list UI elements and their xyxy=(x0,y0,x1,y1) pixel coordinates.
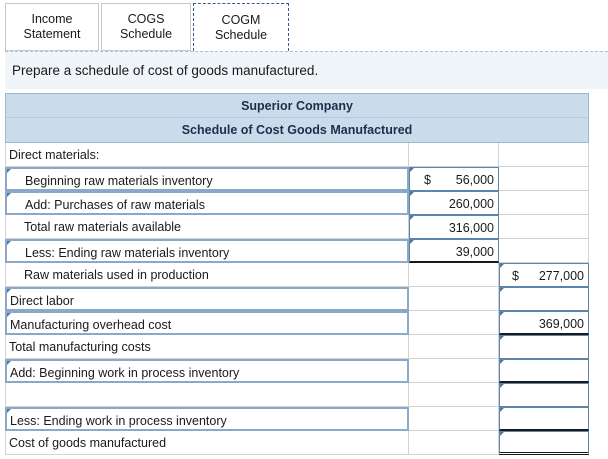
amount-input[interactable] xyxy=(499,359,589,383)
empty-cell xyxy=(409,311,499,335)
table-row: Raw materials used in production $277,00… xyxy=(5,263,589,287)
amount-value: 39,000 xyxy=(455,245,494,259)
empty-cell xyxy=(5,383,409,407)
empty-cell xyxy=(499,167,589,191)
row-label: Manufacturing overhead cost xyxy=(10,318,172,332)
input-marker xyxy=(500,264,504,268)
amount-value: 369,000 xyxy=(538,317,584,331)
amount-input[interactable] xyxy=(499,335,589,359)
cogm-schedule-table: Superior Company Schedule of Cost Goods … xyxy=(5,93,589,455)
table-row: Total manufacturing costs xyxy=(5,335,589,359)
row-label-input[interactable]: Add: Beginning work in process inventory xyxy=(5,359,409,383)
input-marker xyxy=(410,240,414,244)
row-label: Add: Beginning work in process inventory xyxy=(10,366,240,380)
input-marker xyxy=(7,193,11,197)
row-label-input[interactable]: Manufacturing overhead cost xyxy=(5,311,409,335)
row-label-input[interactable]: Less: Ending work in process inventory xyxy=(5,407,409,431)
amount-input[interactable]: 316,000 xyxy=(409,215,499,239)
amount-value: 260,000 xyxy=(448,197,494,211)
row-label: Less: Ending work in process inventory xyxy=(10,414,227,428)
row-label-input[interactable]: Add: Purchases of raw materials xyxy=(5,191,409,215)
input-marker xyxy=(500,408,504,412)
schedule-header: Superior Company Schedule of Cost Goods … xyxy=(5,93,589,143)
table-row: Less: Ending work in process inventory xyxy=(5,407,589,431)
input-marker xyxy=(7,241,11,245)
amount-value: 316,000 xyxy=(448,221,494,235)
row-label: Less: Ending raw materials inventory xyxy=(25,246,230,260)
amount-input[interactable] xyxy=(499,431,589,455)
row-label: Raw materials used in production xyxy=(5,263,409,287)
input-marker xyxy=(7,361,11,365)
row-label: Beginning raw materials inventory xyxy=(25,174,213,188)
row-label-input[interactable]: Less: Ending raw materials inventory xyxy=(5,239,409,263)
table-row: Manufacturing overhead cost 369,000 xyxy=(5,311,589,335)
company-name: Superior Company xyxy=(6,94,588,118)
empty-cell xyxy=(409,431,499,455)
empty-cell xyxy=(409,383,499,407)
tab-cogs-schedule[interactable]: COGS Schedule xyxy=(101,3,191,51)
amount-input[interactable]: 369,000 xyxy=(499,311,589,335)
tab-income-statement[interactable]: Income Statement xyxy=(5,3,99,51)
currency-symbol: $ xyxy=(512,269,519,283)
empty-cell xyxy=(409,143,499,167)
amount-input[interactable] xyxy=(499,383,589,407)
amount-value: 56,000 xyxy=(455,173,494,187)
table-row: Total raw materials available 316,000 xyxy=(5,215,589,239)
tab-label: COGS Schedule xyxy=(119,12,173,41)
table-row: Add: Beginning work in process inventory xyxy=(5,359,589,383)
amount-input[interactable]: $277,000 xyxy=(499,263,589,287)
empty-cell xyxy=(499,239,589,263)
schedule-title: Schedule of Cost Goods Manufactured xyxy=(181,123,413,137)
input-marker xyxy=(7,409,11,413)
input-marker xyxy=(500,432,504,436)
tab-label: COGM Schedule xyxy=(214,12,268,42)
input-marker xyxy=(7,289,11,293)
row-label: Total raw materials available xyxy=(5,215,409,239)
table-row: Direct labor xyxy=(5,287,589,311)
currency-symbol: $ xyxy=(424,173,431,187)
row-label: Cost of goods manufactured xyxy=(5,431,409,455)
input-marker xyxy=(410,216,414,220)
row-label: Total manufacturing costs xyxy=(5,335,409,359)
empty-cell xyxy=(499,143,589,167)
row-label: Direct materials: xyxy=(5,143,409,167)
amount-input[interactable] xyxy=(499,287,589,311)
tab-cogm-schedule[interactable]: COGM Schedule xyxy=(193,3,289,51)
empty-cell xyxy=(409,335,499,359)
empty-cell xyxy=(409,359,499,383)
input-marker xyxy=(500,360,504,364)
input-marker xyxy=(500,288,504,292)
row-label-input[interactable]: Beginning raw materials inventory xyxy=(5,167,409,191)
row-label-input[interactable]: Direct labor xyxy=(5,287,409,311)
table-row: Less: Ending raw materials inventory 39,… xyxy=(5,239,589,263)
row-label: Direct labor xyxy=(10,294,74,308)
table-row: Direct materials: xyxy=(5,143,589,167)
amount-value: 277,000 xyxy=(538,269,584,283)
amount-input[interactable] xyxy=(499,407,589,431)
empty-cell xyxy=(499,215,589,239)
amount-input[interactable]: 260,000 xyxy=(409,191,499,215)
input-marker xyxy=(7,169,11,173)
table-row: Cost of goods manufactured xyxy=(5,431,589,455)
empty-cell xyxy=(499,191,589,215)
empty-cell xyxy=(409,263,499,287)
table-row: Beginning raw materials inventory $56,00… xyxy=(5,167,589,191)
amount-input[interactable]: $56,000 xyxy=(409,167,499,191)
table-row xyxy=(5,383,589,407)
input-marker xyxy=(500,312,504,316)
row-label: Add: Purchases of raw materials xyxy=(25,198,205,212)
input-marker xyxy=(7,313,11,317)
input-marker xyxy=(410,168,414,172)
input-marker xyxy=(500,384,504,388)
table-row: Add: Purchases of raw materials 260,000 xyxy=(5,191,589,215)
instruction-banner: Prepare a schedule of cost of goods manu… xyxy=(5,51,608,89)
input-marker xyxy=(500,336,504,340)
tab-bar: Income Statement COGS Schedule COGM Sche… xyxy=(5,3,291,51)
empty-cell xyxy=(409,407,499,431)
empty-cell xyxy=(409,287,499,311)
amount-input[interactable]: 39,000 xyxy=(409,239,499,263)
tab-label: Income Statement xyxy=(23,12,81,41)
input-marker xyxy=(410,192,414,196)
